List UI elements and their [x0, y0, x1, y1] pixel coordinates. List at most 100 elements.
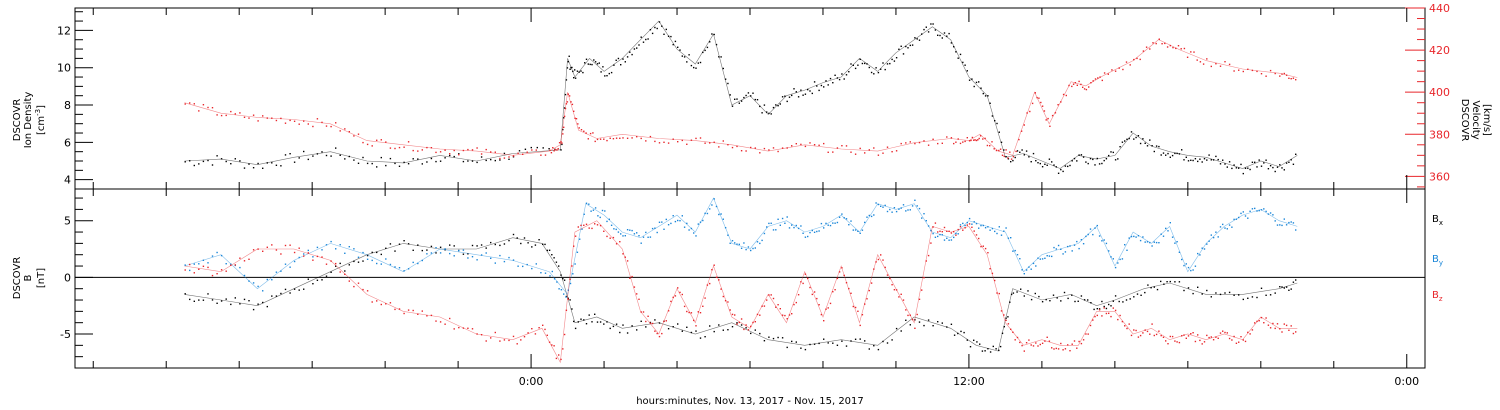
- bottom-series-1-point: [1283, 218, 1285, 220]
- bottom-series-1-point: [262, 290, 264, 292]
- top-series-1-point: [1092, 80, 1094, 82]
- bottom-series-2-point: [864, 303, 866, 305]
- bottom-series-1-point: [1126, 249, 1128, 251]
- bottom-series-2-point: [1046, 336, 1048, 338]
- bottom-series-0-point: [1187, 287, 1190, 289]
- top-series-0-point: [1219, 163, 1222, 165]
- bottom-series-1-point: [804, 236, 807, 238]
- top-series-1-point: [1082, 86, 1084, 88]
- top-series-0-point: [1233, 164, 1235, 166]
- bottom-series-0-point: [321, 279, 323, 281]
- top-series-0-point: [1146, 145, 1149, 147]
- top-series-0-point: [752, 92, 754, 94]
- bottom-series-1-point: [480, 254, 483, 256]
- bottom-series-1-point: [713, 198, 715, 200]
- bottom-series-2-point: [248, 258, 250, 260]
- bottom-series-1-point: [426, 253, 428, 255]
- top-series-0-point: [508, 158, 510, 160]
- top-series-group: [184, 20, 1298, 175]
- top-series-1-point: [768, 149, 770, 151]
- bottom-series-2-point: [563, 333, 566, 336]
- bottom-series-1-point: [889, 208, 891, 211]
- bottom-series-2-point: [1139, 334, 1142, 337]
- top-series-1-point: [1097, 77, 1099, 79]
- bottom-series-0-point: [1160, 280, 1162, 283]
- bottom-series-0-point: [718, 324, 720, 326]
- bottom-series-1-point: [499, 254, 501, 257]
- bottom-series-2-point: [335, 262, 337, 265]
- bottom-series-2-point: [836, 277, 839, 280]
- bottom-series-1-point: [1039, 258, 1041, 260]
- top-series-0-point: [966, 70, 968, 72]
- bottom-series-0-point: [542, 243, 544, 245]
- top-series-1-point: [394, 147, 396, 150]
- bottom-series-2-point: [715, 276, 718, 278]
- bottom-series-1-point: [686, 222, 688, 225]
- top-series-0-point: [417, 158, 419, 160]
- top-series-1-point: [398, 146, 401, 149]
- bottom-series-1-point: [823, 227, 825, 229]
- top-series-0-point: [1169, 156, 1171, 158]
- top-series-1-point: [1169, 44, 1171, 47]
- bottom-series-2-point: [553, 345, 555, 347]
- top-series-0-point: [1069, 164, 1071, 167]
- top-series-0-point: [859, 58, 861, 60]
- legend-bx: Bx: [1432, 214, 1443, 227]
- top-left-tick-label: 12: [57, 24, 71, 37]
- top-series-0-point: [271, 162, 273, 164]
- bottom-series-1-point: [1000, 234, 1003, 236]
- top-series-0-point: [857, 64, 859, 66]
- bottom-series-0-point: [1129, 298, 1131, 300]
- top-series-0-point: [1055, 166, 1057, 168]
- top-series-0-point: [569, 68, 571, 70]
- bottom-series-2-point: [768, 294, 770, 296]
- bottom-series-0-point: [1274, 292, 1276, 294]
- top-series-1-point: [239, 112, 241, 114]
- top-series-1-point: [556, 149, 558, 151]
- top-series-1-point: [1215, 63, 1217, 65]
- top-series-0-point: [715, 43, 718, 46]
- bottom-series-0-point: [503, 243, 506, 245]
- top-series-0-point: [631, 53, 633, 56]
- top-series-0-point: [1039, 162, 1041, 165]
- bottom-series-2-point: [875, 261, 877, 263]
- bottom-series-0-point: [1005, 317, 1007, 319]
- bottom-series-0-point: [1098, 308, 1101, 310]
- bottom-series-1-point: [1201, 247, 1203, 249]
- bottom-series-2-point: [918, 298, 921, 300]
- legend-by-sub: y: [1439, 259, 1443, 267]
- bottom-series-1-point: [581, 228, 583, 230]
- bottom-series-2-point: [813, 291, 816, 293]
- top-series-0-point: [1085, 161, 1087, 163]
- bottom-series-2-point: [971, 226, 973, 228]
- top-series-1-point: [667, 142, 670, 144]
- bottom-series-2-point: [870, 282, 873, 284]
- bottom-series-1-point: [816, 230, 818, 233]
- bottom-series-0-point: [239, 303, 241, 305]
- top-series-0-point: [873, 73, 875, 75]
- bottom-series-1-point: [1185, 263, 1187, 265]
- top-series-0-point: [907, 47, 909, 49]
- top-series-0-point: [530, 146, 532, 149]
- bottom-series-0-point: [471, 244, 474, 247]
- bottom-series-2-point: [663, 320, 665, 323]
- bottom-series-0-point: [1034, 292, 1036, 295]
- top-series-0-point: [189, 160, 191, 162]
- bottom-series-0-point: [527, 242, 529, 244]
- bottom-series-1-point: [679, 220, 681, 222]
- bottom-series-2-point: [989, 268, 991, 270]
- bottom-series-2-trace: [184, 220, 1298, 364]
- top-series-0-point: [882, 62, 884, 64]
- top-series-0-point: [563, 117, 565, 119]
- bottom-series-1-point: [1219, 226, 1222, 228]
- top-series-1-point: [325, 125, 328, 127]
- bottom-series-0-point: [335, 265, 337, 267]
- bottom-series-2-point: [1087, 333, 1089, 335]
- top-series-1-point: [412, 149, 414, 152]
- top-series-0-point: [1258, 159, 1260, 161]
- bottom-series-2-point: [820, 313, 823, 316]
- bottom-series-0-point: [257, 303, 259, 305]
- top-series-1-point: [914, 142, 916, 145]
- bottom-series-2-point: [1069, 350, 1071, 352]
- top-series-1-point: [567, 93, 569, 95]
